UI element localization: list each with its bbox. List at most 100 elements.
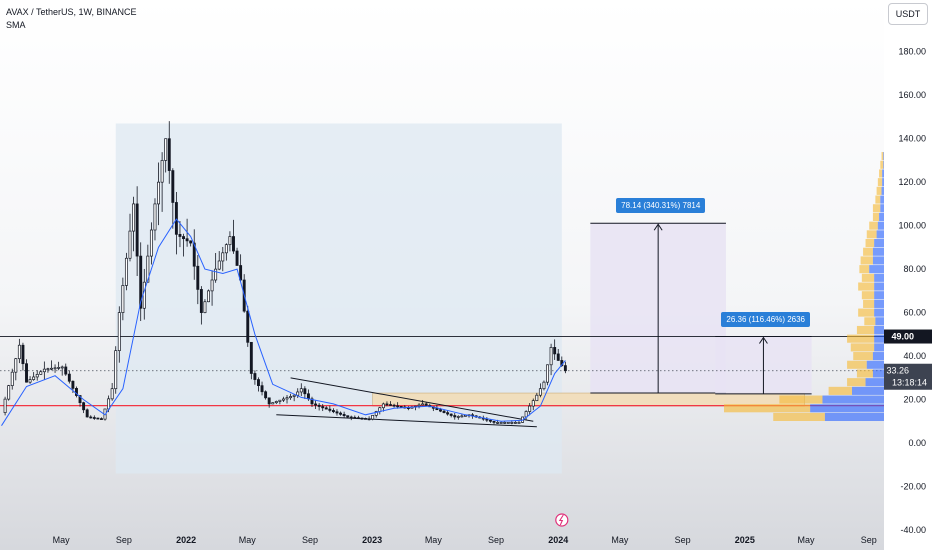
candle	[342, 413, 346, 417]
candle	[75, 388, 78, 396]
candle	[506, 422, 510, 424]
volume-profile-bar	[874, 308, 884, 317]
candle	[449, 413, 453, 416]
x-tick-label: 2022	[176, 535, 196, 545]
volume-profile-bar	[872, 247, 884, 256]
candle	[385, 403, 389, 406]
candle	[492, 420, 496, 423]
candle	[224, 244, 228, 254]
candle	[50, 367, 53, 370]
volume-profile-bar	[876, 186, 882, 195]
candle	[278, 399, 282, 402]
y-tick-label: 100.00	[898, 221, 926, 231]
volume-profile-bar	[880, 195, 884, 204]
volume-profile-bar	[861, 273, 875, 282]
candle	[356, 417, 360, 420]
candle	[78, 395, 82, 404]
volume-profile-bar	[847, 378, 866, 387]
candle	[296, 391, 300, 396]
candle	[271, 402, 275, 405]
y-tick-label: -20.00	[900, 482, 926, 492]
candle	[563, 365, 567, 372]
y-tick-label: 180.00	[898, 47, 926, 57]
volume-profile-bar	[874, 299, 884, 308]
candle	[249, 341, 253, 374]
volume-profile-bar	[822, 395, 884, 404]
volume-profile-bar	[858, 282, 875, 291]
x-tick-label: Sep	[488, 535, 504, 545]
candle	[381, 403, 385, 409]
candle	[442, 410, 446, 413]
x-tick-label: Sep	[675, 535, 691, 545]
candle	[535, 394, 539, 402]
candle	[546, 364, 549, 383]
volume-profile-bar	[875, 195, 881, 204]
candle	[7, 385, 11, 400]
volume-profile-bar	[874, 343, 884, 352]
volume-profile-bar	[879, 169, 883, 178]
candle	[135, 203, 139, 257]
volume-profile-bar	[875, 317, 884, 326]
volume-profile-bar	[852, 386, 884, 395]
y-tick-label: 140.00	[898, 134, 926, 144]
candle	[128, 230, 132, 259]
wedge-upper-trendline[interactable]	[290, 377, 534, 422]
candle	[32, 376, 36, 380]
candle	[96, 417, 100, 420]
candle	[14, 358, 18, 373]
volume-profile-bar	[874, 325, 884, 335]
currency-button[interactable]: USDT	[888, 3, 928, 25]
x-tick-label: May	[611, 535, 629, 545]
candle	[364, 418, 367, 420]
volume-profile-bar	[882, 178, 884, 187]
candle	[25, 363, 28, 383]
candle	[60, 366, 64, 369]
volume-profile-bar	[861, 291, 875, 300]
sma-line[interactable]	[1, 218, 566, 426]
volume-profile-bar	[877, 178, 883, 187]
indicator-label-sma[interactable]: SMA	[6, 20, 26, 30]
measure-label-1: 78.14 (340.31%) 7814	[616, 198, 706, 214]
candle	[124, 257, 128, 286]
volume-profile-bar	[824, 412, 884, 422]
x-tick-label: May	[239, 535, 257, 545]
candle	[46, 368, 50, 371]
candle	[303, 388, 307, 395]
candle	[157, 181, 161, 205]
candle	[335, 411, 339, 414]
candle	[499, 422, 503, 424]
candle	[260, 385, 264, 393]
x-tick-label: May	[53, 535, 71, 545]
wedge-lower-trendline[interactable]	[276, 414, 537, 428]
volume-profile-bar	[860, 256, 873, 265]
volume-profile-bar	[872, 212, 880, 222]
candle	[339, 412, 343, 415]
candle	[67, 373, 71, 382]
candle	[3, 398, 7, 413]
candle	[310, 398, 314, 405]
candle	[178, 233, 182, 237]
candle	[274, 401, 278, 404]
lightning-icon	[558, 514, 564, 526]
volume-profile-bar	[869, 221, 878, 230]
price-axis-panel	[884, 0, 932, 550]
candle	[42, 368, 46, 373]
y-tick-label: 160.00	[898, 90, 926, 100]
candle	[360, 417, 364, 420]
volume-profile-bar	[874, 291, 884, 300]
volume-profile-bar	[856, 325, 875, 335]
candle	[421, 403, 425, 406]
candle	[371, 414, 375, 420]
volume-profile-bar	[863, 299, 875, 308]
volume-profile-bar	[874, 238, 884, 248]
candle	[153, 203, 157, 231]
candle	[92, 417, 96, 419]
candle	[114, 350, 118, 390]
candle	[324, 407, 328, 410]
candle	[53, 367, 57, 370]
candle	[267, 397, 271, 405]
x-tick-label: 2023	[362, 535, 382, 545]
candle	[164, 138, 168, 161]
candle	[182, 236, 185, 240]
